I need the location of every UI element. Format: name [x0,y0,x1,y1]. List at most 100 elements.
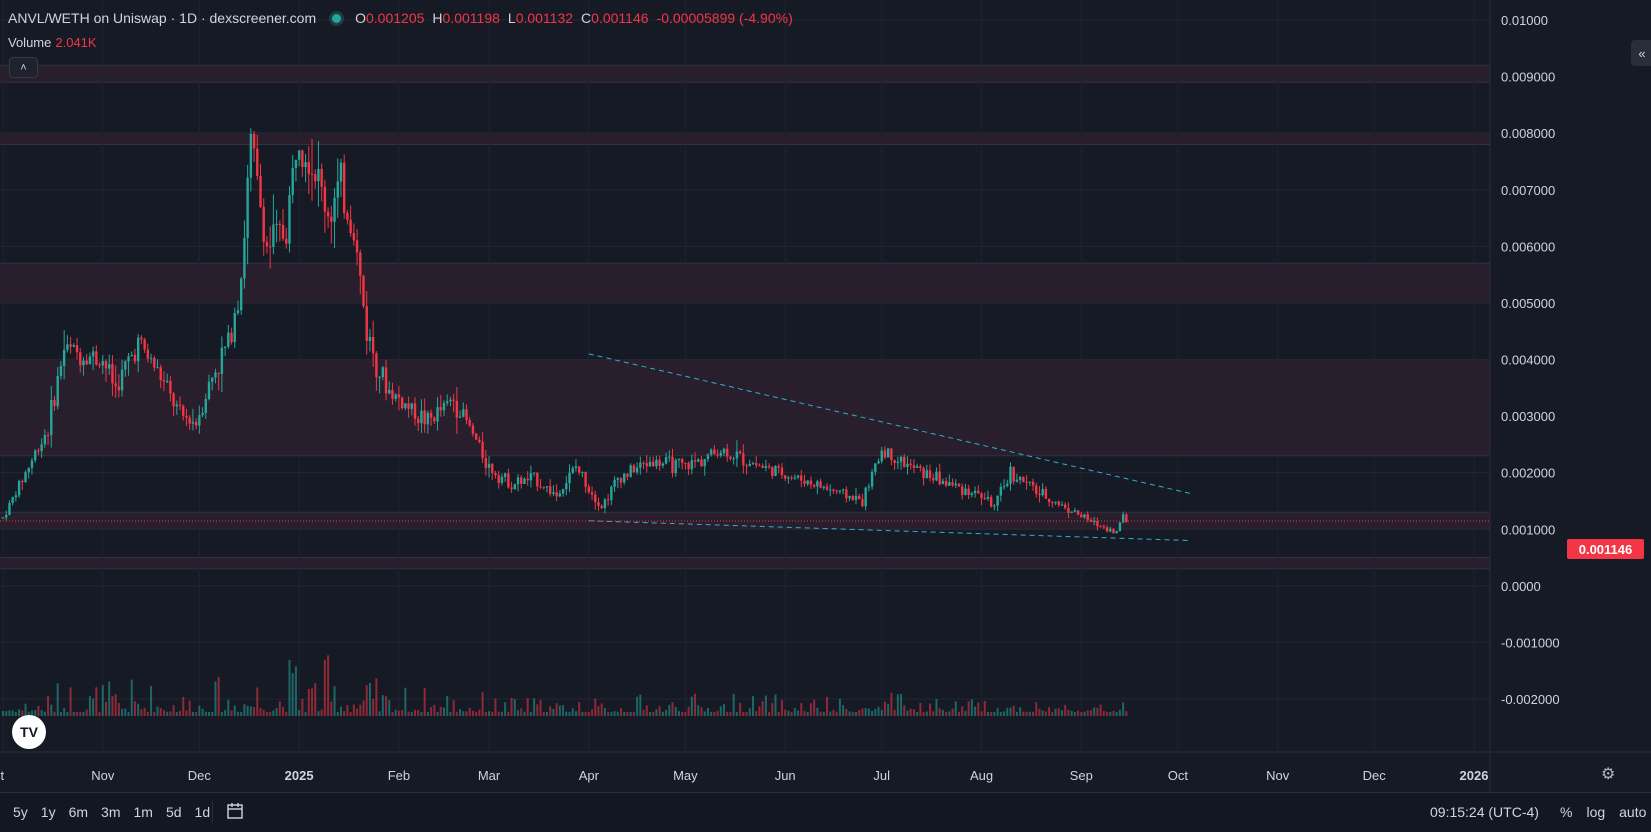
candle-body [85,360,88,365]
candle-body [72,345,76,347]
candle-body [82,360,85,366]
candle-body [1041,488,1044,496]
candle-body [124,361,127,370]
candle-body [700,459,703,467]
volume-bar [655,709,658,716]
volume-bar [803,711,806,716]
logo-text: TV [20,724,38,740]
volume-bar [739,702,742,716]
candle-body [1044,488,1048,499]
volume-bar [352,704,355,716]
candle-body [594,494,597,503]
candle-body [66,344,69,350]
scale-options: % log auto [1560,804,1651,820]
volume-bar [616,711,619,716]
volume-bar [771,702,774,716]
volume-bar [529,711,532,716]
candle-body [903,456,906,467]
volume-bar [780,699,783,716]
volume-bar [1025,711,1028,716]
volume-bar [272,710,275,716]
volume-bar [758,706,761,716]
candle-body [1009,466,1012,484]
settings-gear-icon[interactable]: ⚙ [1601,766,1616,783]
candle-body [922,467,925,479]
candle-body [944,480,948,486]
date-range-calendar-icon[interactable] [226,801,246,821]
timeframe-1y[interactable]: 1y [40,804,56,820]
volume-bar [146,711,149,716]
auto-toggle[interactable]: auto [1619,804,1647,820]
candle-body [239,278,243,311]
candle-body [478,439,481,443]
candle-body [548,486,552,494]
volume-bar [626,711,629,716]
candle-body [375,353,378,378]
candle-body [719,452,722,456]
timeframe-1d[interactable]: 1d [194,804,211,820]
candle-body [323,186,327,212]
candle-body [722,448,726,453]
candle-body [980,493,983,499]
volume-bar [288,659,291,716]
tradingview-logo[interactable]: TV [12,715,46,749]
candle-body [957,483,961,487]
volume-bar [1115,711,1118,716]
candle-body [1099,526,1102,528]
percent-toggle[interactable]: % [1560,804,1573,820]
volume-bar [822,711,825,716]
candle-body [310,173,314,175]
volume-bar [162,710,165,716]
volume-bar [76,711,79,716]
candle-body [101,361,104,366]
timeframe-1m[interactable]: 1m [133,804,153,820]
y-axis-tick-label: 0.002000 [1501,466,1555,481]
volume-bar [838,698,841,716]
volume-bar [488,711,491,716]
volume-bar [79,711,82,716]
candle-body [639,462,642,468]
y-axis-tick-label: 0.0000 [1501,579,1541,594]
volume-bar [832,709,835,716]
candle-body [800,475,803,481]
candle-body [973,490,977,494]
candle-body [8,502,11,515]
candle-body [1083,514,1086,518]
candle-body [1086,514,1089,520]
timeframe-5y[interactable]: 5y [13,804,28,820]
timeframe-3m[interactable]: 3m [101,804,121,820]
volume-bar [204,711,207,716]
timeframe-6m[interactable]: 6m [68,804,89,820]
x-axis-tick-label: Dec [188,768,212,783]
candle-body [278,223,282,225]
timeframe-5d[interactable]: 5d [165,804,182,820]
volume-bar [809,703,812,716]
candle-body [1012,466,1015,482]
candle-body [494,473,497,476]
candle-body [162,380,166,382]
volume-bar [793,707,796,716]
symbol-title[interactable]: ANVL/WETH on Uniswap · 1D · dexscreener.… [8,10,317,26]
candle-body [716,454,719,456]
candle-body [188,417,191,424]
log-toggle[interactable]: log [1586,804,1606,820]
volume-bar [1012,705,1015,716]
candle-body [629,465,632,477]
collapse-legend-button[interactable]: ˄ [9,57,38,78]
candle-body [851,496,854,500]
side-panel-toggle[interactable]: « [1631,40,1651,66]
candle-body [281,224,285,239]
volume-bar [414,709,417,716]
volume-bar [140,709,143,716]
volume-bar [607,711,610,716]
candle-body [545,486,549,488]
clock-readout[interactable]: 09:15:24 (UTC-4) [1430,804,1539,820]
candle-body [819,481,822,488]
candle-body [764,466,768,468]
volume-bar [1041,710,1044,716]
candle-body [751,463,755,465]
candle-body [165,381,169,383]
volume-bar [439,706,442,716]
candle-body [458,416,462,418]
